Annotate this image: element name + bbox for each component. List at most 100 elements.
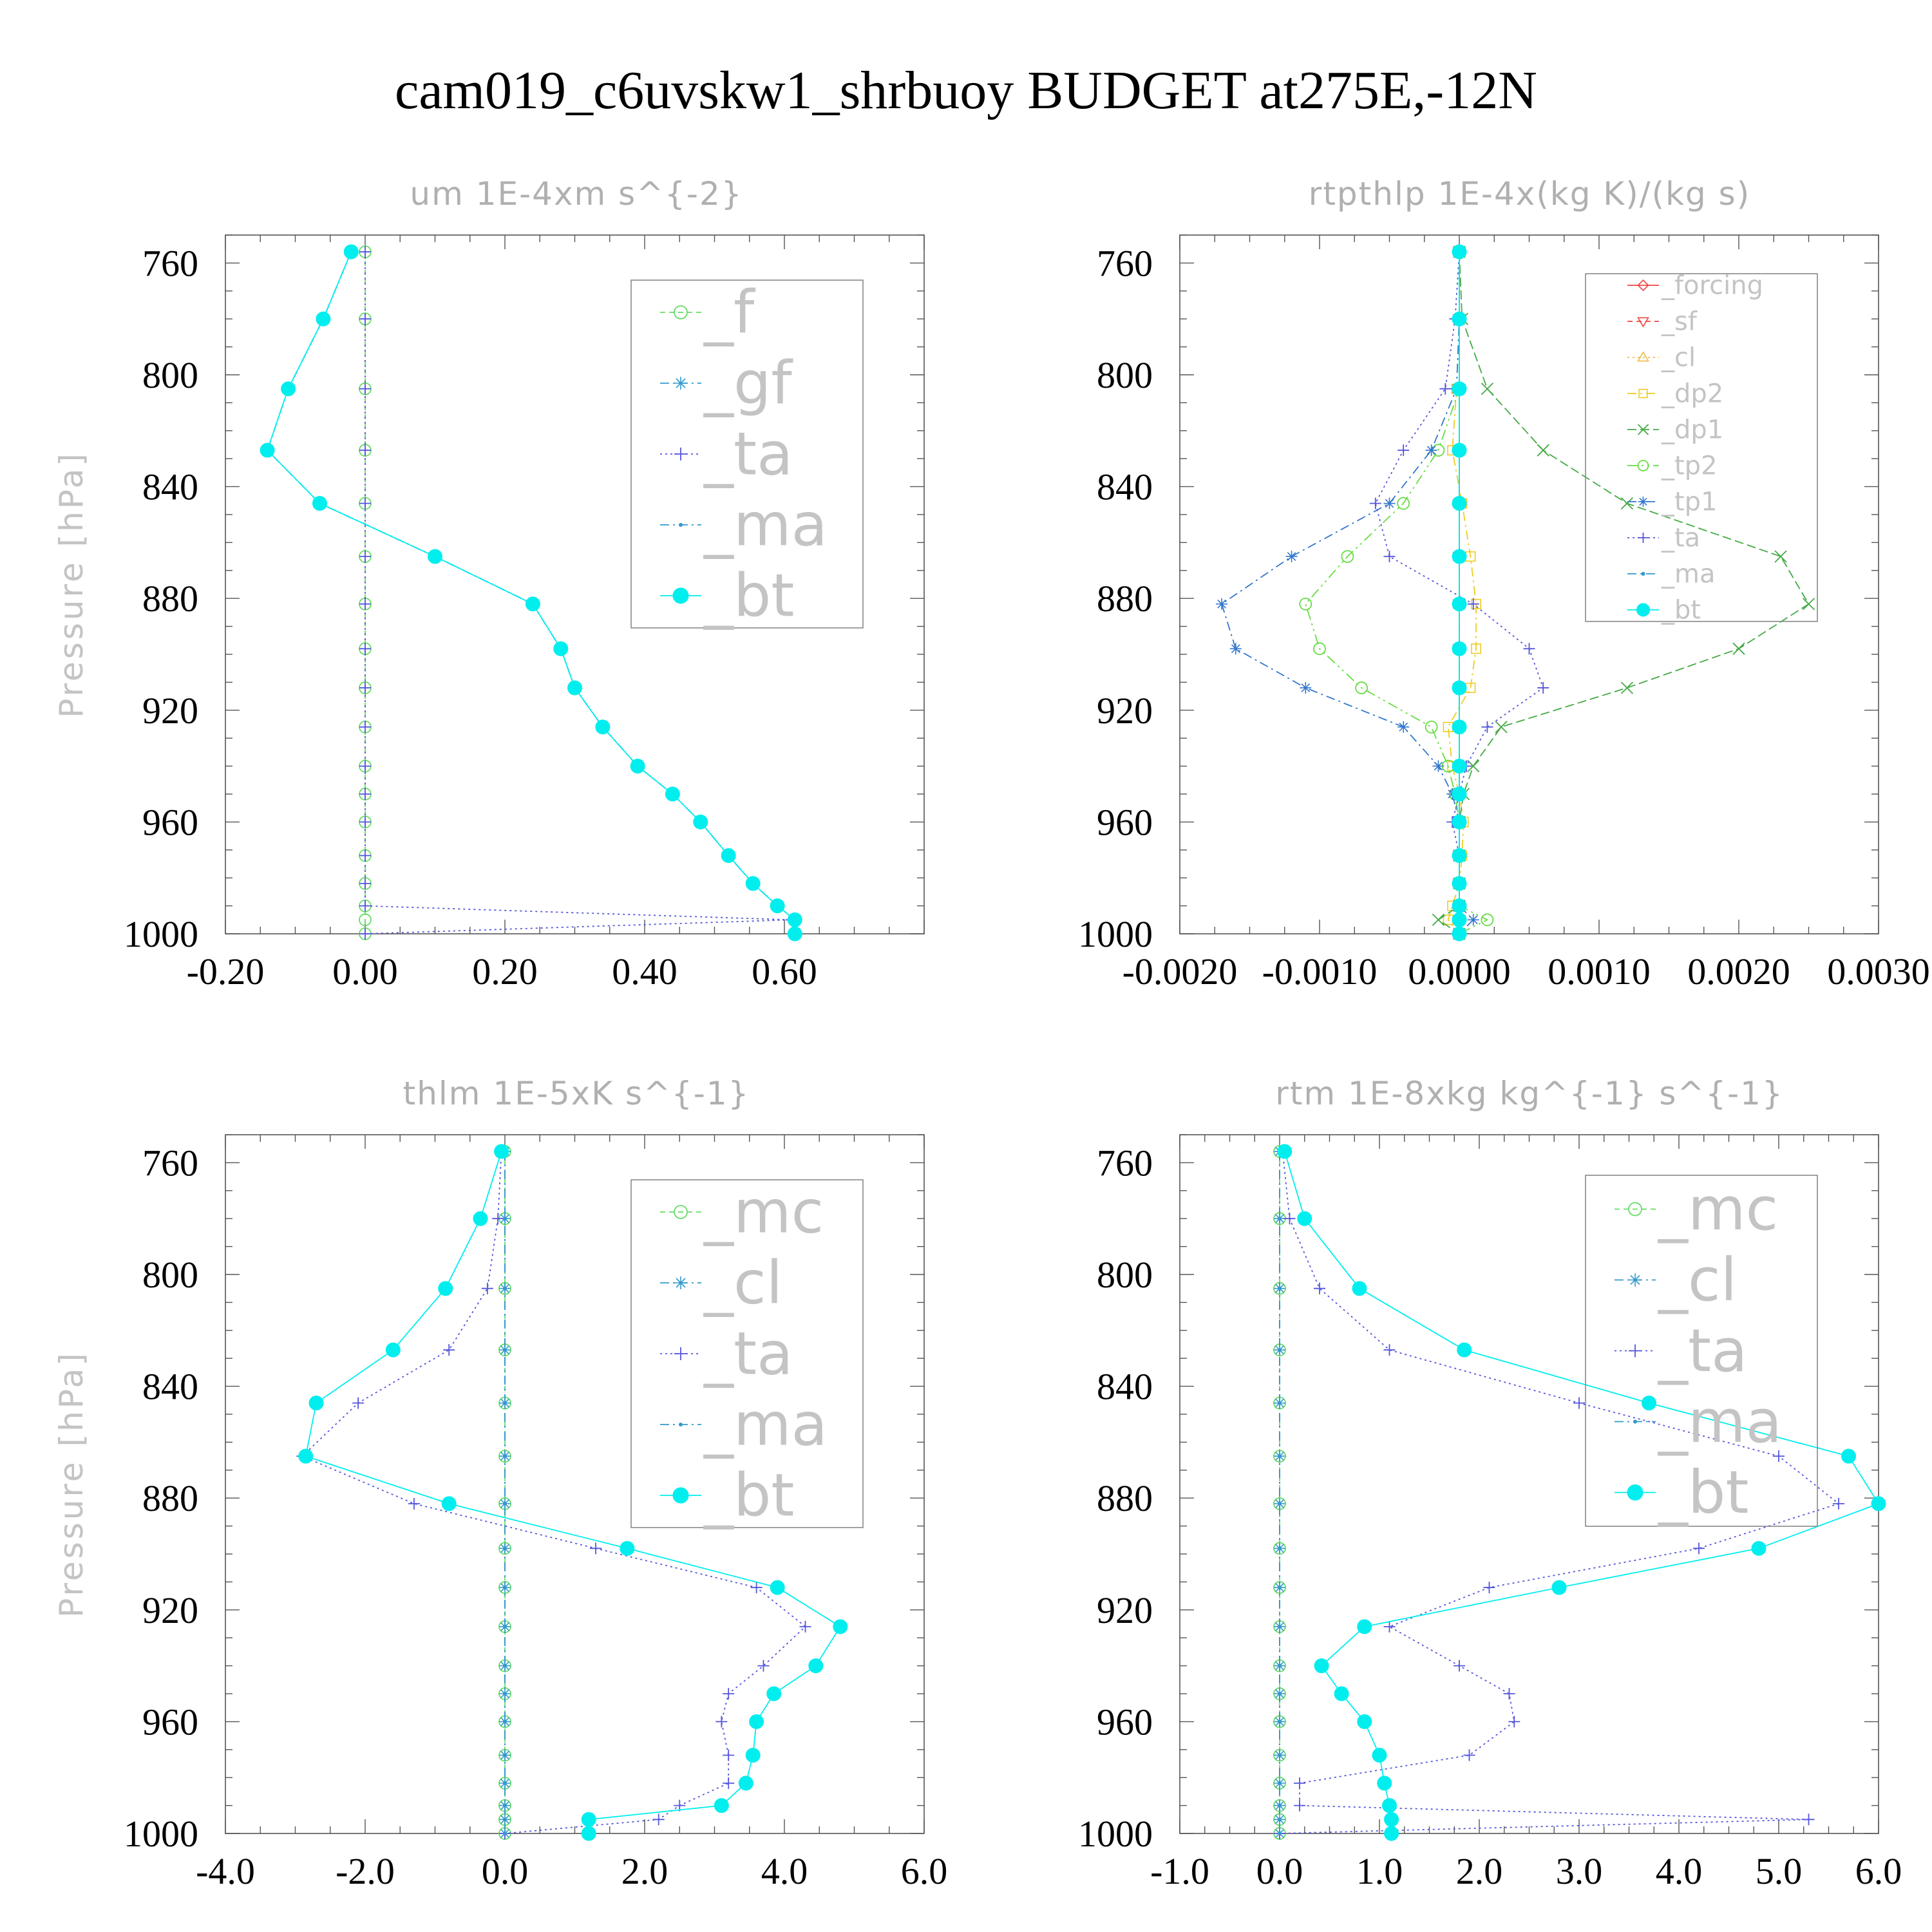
data-point_ta bbox=[359, 816, 371, 828]
legend-label_sf: _sf bbox=[1661, 307, 1698, 337]
data-point_ta bbox=[1508, 1716, 1520, 1728]
data-point_ta bbox=[359, 643, 371, 655]
data-point_bt bbox=[766, 1686, 782, 1701]
series-line_tp2 bbox=[1305, 252, 1489, 934]
data-point_bt bbox=[1452, 759, 1467, 774]
data-point_bt bbox=[1352, 1281, 1367, 1296]
data-point_ta bbox=[1503, 1688, 1515, 1700]
data-point_ta bbox=[1294, 1777, 1305, 1789]
x-tick-label: 5.0 bbox=[1756, 1850, 1803, 1892]
data-point_bt bbox=[833, 1619, 848, 1634]
data-point_f bbox=[359, 913, 372, 927]
data-point_tp1 bbox=[1229, 643, 1242, 655]
data-point_bt bbox=[1452, 549, 1467, 564]
x-tick-label: 0.0030 bbox=[1827, 951, 1930, 992]
data-point_bt bbox=[1452, 680, 1467, 696]
data-point_dp1 bbox=[1732, 642, 1745, 655]
data-point_bt bbox=[721, 848, 736, 863]
data-point_dp1 bbox=[1481, 383, 1494, 395]
data-point_bt bbox=[1452, 244, 1467, 260]
x-tick-label: 0.00 bbox=[332, 951, 398, 992]
chart-title: um 1E-4xm s^{-2} bbox=[410, 175, 743, 213]
data-point_tp2 bbox=[1299, 597, 1312, 611]
series_bt bbox=[260, 244, 802, 942]
data-point_bt bbox=[581, 1812, 596, 1827]
data-point_bt bbox=[581, 1826, 596, 1841]
y-tick-label: 960 bbox=[142, 801, 198, 843]
legend-marker_ma bbox=[1641, 572, 1645, 576]
data-point_bt bbox=[714, 1798, 729, 1814]
data-point_ma bbox=[1278, 1501, 1282, 1506]
legend-marker_dp1 bbox=[1637, 424, 1649, 435]
data-point_bt bbox=[1457, 1342, 1472, 1358]
chart-rtpthlp: rtpthlp 1E-4x(kg K)/(kg s) Pressure [hPa]… bbox=[53, 175, 1930, 992]
series_bt bbox=[1452, 244, 1467, 942]
data-point_ta bbox=[359, 682, 371, 694]
series_dp1 bbox=[1432, 245, 1815, 940]
series_ta bbox=[359, 246, 797, 940]
y-axis-label: Pressure [hPa] bbox=[53, 1350, 90, 1618]
data-point_tp1 bbox=[1285, 551, 1298, 563]
legend-box bbox=[630, 1179, 864, 1528]
legend-label_gf: _gf bbox=[703, 348, 793, 417]
data-point_bt bbox=[620, 1540, 635, 1556]
y-axis-label: Pressure [hPa] bbox=[53, 451, 90, 718]
legend-label_ma: _ma bbox=[703, 490, 828, 559]
data-point_ta bbox=[1773, 1450, 1785, 1463]
legend-label_bt: _bt bbox=[703, 1461, 794, 1530]
legend-marker_bt bbox=[1636, 603, 1650, 617]
series_ma bbox=[503, 1150, 507, 1835]
y-tick-label: 1000 bbox=[1078, 1813, 1153, 1855]
data-point_ta bbox=[1833, 1497, 1844, 1510]
data-point_tp2 bbox=[1341, 550, 1354, 563]
y-tick-label: 880 bbox=[1097, 1477, 1153, 1519]
data-point_bt bbox=[1357, 1619, 1372, 1634]
legend-label_f: _f bbox=[703, 278, 756, 346]
data-point_bt bbox=[1297, 1211, 1312, 1226]
legend-label_ta: _ta bbox=[1661, 524, 1700, 553]
legend-marker_sf bbox=[1637, 317, 1649, 328]
data-point_ta bbox=[1314, 1282, 1325, 1294]
y-axis-label: Pressure [hPa] bbox=[53, 1350, 90, 1618]
data-point_bt bbox=[1452, 496, 1467, 511]
x-tick-label: -0.0020 bbox=[1122, 951, 1238, 992]
data-point_ma bbox=[503, 1401, 507, 1405]
data-point_ta bbox=[750, 1582, 762, 1594]
legend-marker_f bbox=[674, 305, 688, 319]
legend-label_ta: _ta bbox=[1658, 1316, 1747, 1385]
y-tick-label: 800 bbox=[1097, 354, 1153, 396]
y-tick-label: 840 bbox=[142, 1366, 198, 1408]
data-point_ta bbox=[1397, 444, 1410, 457]
data-point_ta bbox=[1483, 1582, 1495, 1594]
series_tp2 bbox=[1299, 245, 1494, 940]
data-point_bt bbox=[1452, 814, 1467, 829]
series-line_tp1 bbox=[1221, 252, 1474, 934]
data-point_bt bbox=[630, 759, 645, 774]
x-tick-label: -2.0 bbox=[336, 1850, 395, 1892]
y-tick-label: 880 bbox=[1097, 578, 1153, 620]
data-point_ma bbox=[1278, 1454, 1282, 1459]
data-point_tp2 bbox=[1481, 913, 1494, 927]
legend-label_bt: _bt bbox=[1658, 1458, 1748, 1527]
data-point_bt bbox=[1452, 926, 1467, 942]
y-tick-label: 840 bbox=[1097, 1366, 1153, 1408]
data-point_ma bbox=[1278, 1803, 1282, 1808]
data-point_ta bbox=[352, 1397, 365, 1409]
data-point_bt bbox=[1452, 898, 1467, 914]
data-point_ta bbox=[1573, 1397, 1585, 1409]
x-tick-label: 0.0000 bbox=[1408, 951, 1511, 992]
data-point_dp1 bbox=[1467, 759, 1480, 773]
x-tick-label: 2.0 bbox=[621, 1850, 668, 1892]
data-point_bt bbox=[473, 1211, 488, 1226]
data-point_ma bbox=[503, 1501, 507, 1506]
data-point_ta bbox=[799, 1620, 811, 1633]
data-point_ma bbox=[503, 1692, 507, 1696]
data-point_ta bbox=[757, 1660, 770, 1672]
series_ta bbox=[1274, 1146, 1844, 1839]
data-point_ta bbox=[359, 497, 371, 509]
data-point_bt bbox=[1452, 311, 1467, 327]
data-point_ma bbox=[1278, 1624, 1282, 1629]
data-point_bt bbox=[428, 549, 442, 564]
data-point_bt bbox=[260, 442, 275, 458]
data-point_bt bbox=[298, 1448, 314, 1464]
